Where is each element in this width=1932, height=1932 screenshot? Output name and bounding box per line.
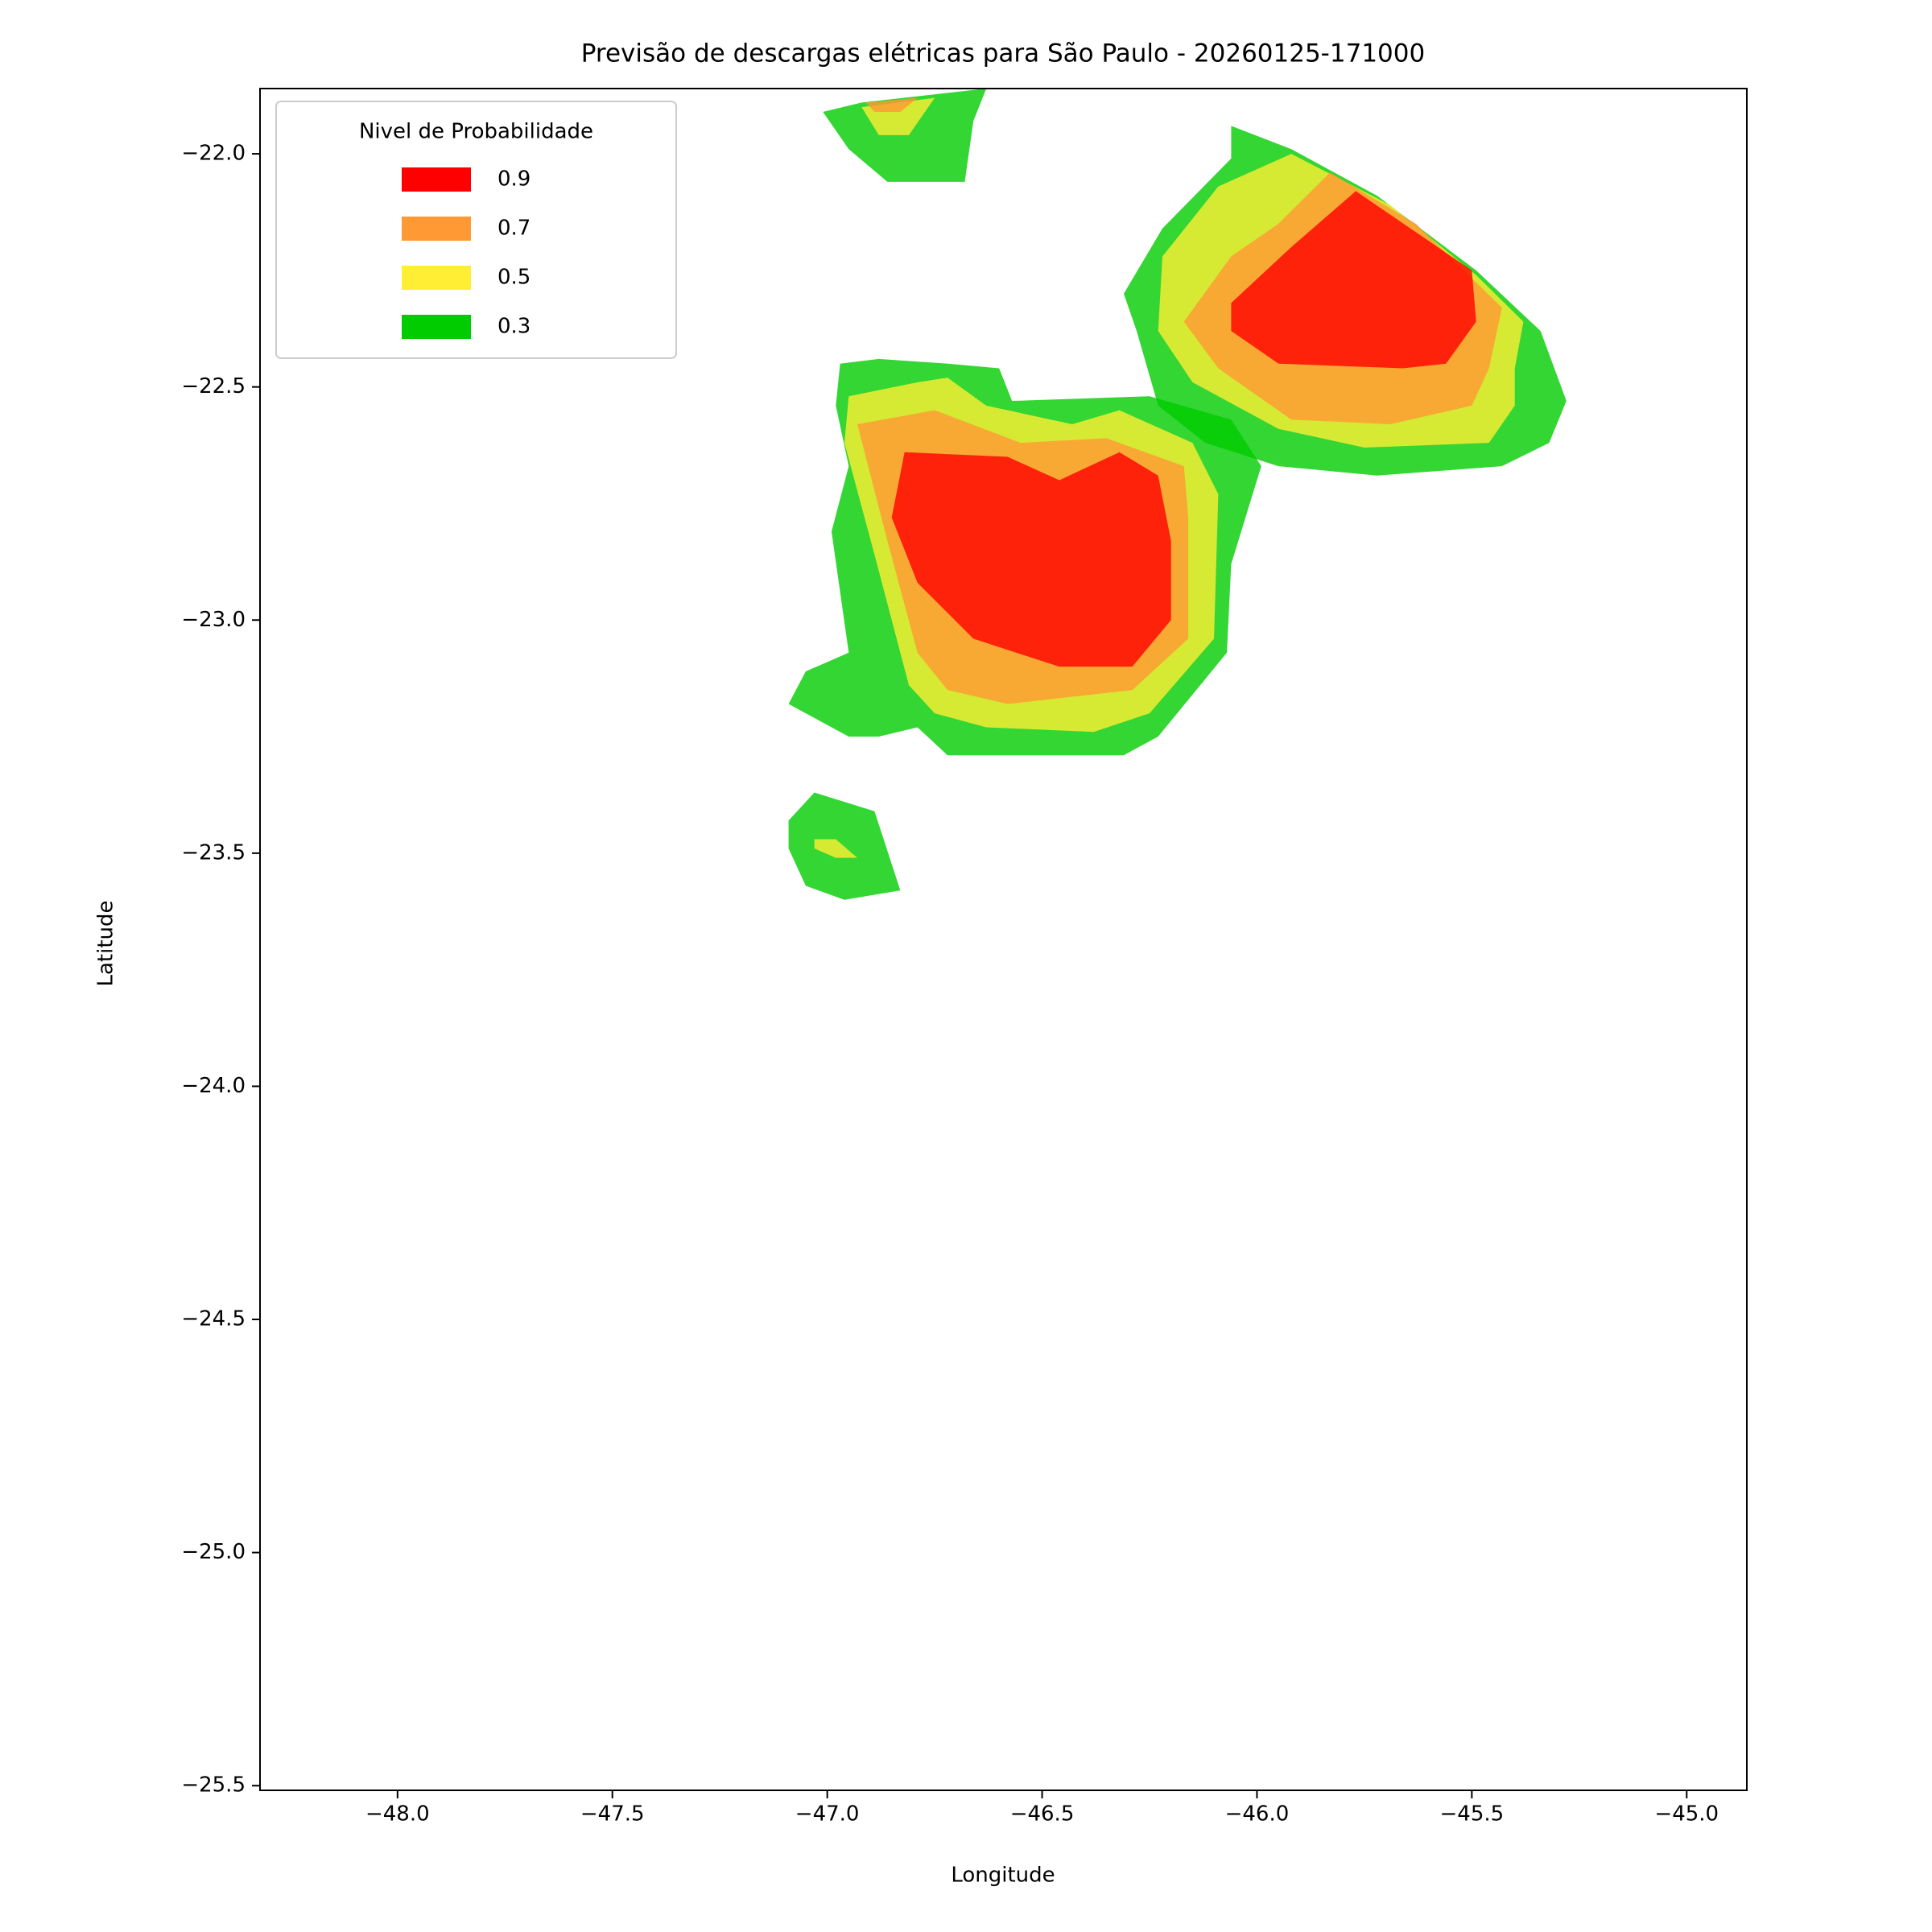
contour-region [788, 792, 901, 900]
y-tick-label: −22.0 [181, 142, 246, 166]
y-tick-label: −25.0 [181, 1540, 246, 1564]
x-tick-label: −46.5 [1010, 1802, 1075, 1827]
y-tick-label: −22.5 [181, 374, 246, 398]
x-tick-label: −47.5 [580, 1802, 645, 1827]
plot-area [788, 89, 1567, 900]
legend-swatch [402, 315, 471, 339]
y-tick-label: −24.0 [181, 1074, 246, 1098]
x-tick-label: −48.0 [365, 1802, 430, 1827]
y-axis-label: Latitude [94, 900, 118, 986]
contour-region [1231, 191, 1476, 369]
legend-label: 0.9 [497, 167, 530, 192]
legend-label: 0.5 [497, 266, 530, 290]
plot-frame [259, 88, 1748, 1791]
x-tick-label: −45.0 [1654, 1802, 1719, 1827]
legend-swatch [402, 217, 471, 241]
x-axis-label: Longitude [951, 1864, 1055, 1888]
legend-swatch [402, 266, 471, 290]
y-tick-label: −23.5 [181, 840, 246, 865]
y-tick-label: −23.0 [181, 608, 246, 632]
legend-title: Nivel de Probabilidade [359, 120, 593, 144]
contour-region [823, 89, 987, 182]
legend-label: 0.3 [497, 315, 530, 339]
legend-swatch [402, 167, 471, 192]
legend-label: 0.7 [497, 217, 530, 241]
legend-box [275, 101, 677, 359]
contour-region [814, 839, 858, 858]
contour-region [891, 452, 1171, 667]
x-tick-label: −45.5 [1440, 1802, 1505, 1827]
y-tick-label: −25.5 [181, 1773, 246, 1798]
x-tick-label: −47.0 [795, 1802, 860, 1827]
x-tick-label: −46.0 [1225, 1802, 1290, 1827]
chart-title: Previsão de descargas elétricas para São… [581, 39, 1425, 68]
y-tick-label: −24.5 [181, 1307, 246, 1331]
contour-region [865, 97, 918, 112]
